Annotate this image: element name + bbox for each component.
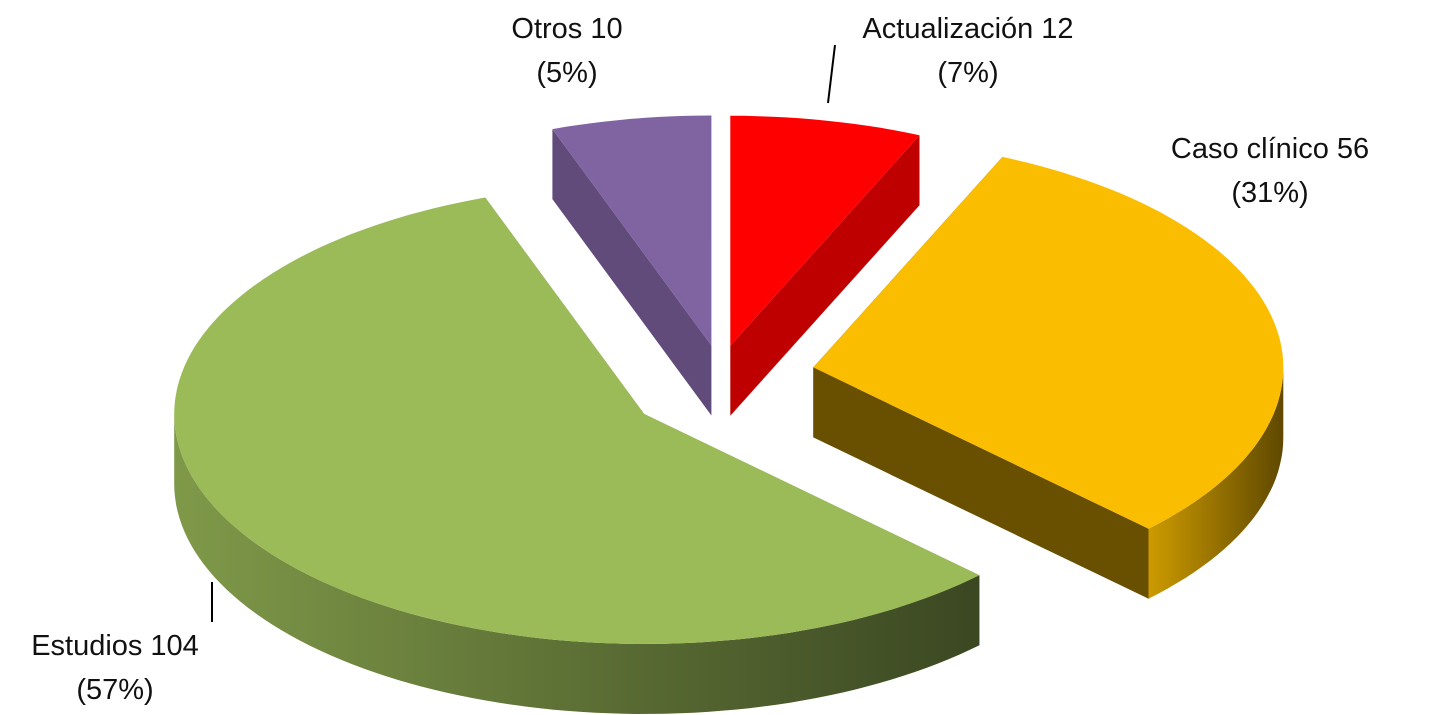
- data-label: Caso clínico 56: [1171, 133, 1369, 165]
- label-category: Caso clínico: [1171, 133, 1329, 165]
- label-percentage: (7%): [937, 57, 998, 89]
- slice: [730, 115, 920, 346]
- label-percentage: (57%): [76, 674, 153, 706]
- slice-side-face: [813, 367, 1149, 599]
- label-category: Otros: [511, 13, 582, 45]
- slice-wall: [1148, 367, 1284, 599]
- data-label: Actualización 12: [862, 13, 1073, 45]
- slice: [552, 115, 712, 346]
- leader-line: [827, 44, 836, 104]
- slice-wall: [174, 414, 980, 714]
- slice-side-face: [552, 129, 712, 416]
- slice-side-face: [730, 135, 920, 416]
- label-category: Actualización: [862, 13, 1033, 45]
- data-label: Otros 10: [511, 13, 622, 45]
- label-value: 10: [590, 13, 622, 45]
- label-value: 104: [150, 630, 198, 662]
- label-value: 12: [1041, 13, 1073, 45]
- slice: [813, 156, 1284, 529]
- label-value: 56: [1337, 133, 1369, 165]
- label-percentage: (31%): [1231, 177, 1308, 209]
- data-label: Estudios 104: [31, 630, 199, 662]
- slice: [174, 197, 980, 644]
- label-percentage: (5%): [536, 57, 597, 89]
- label-category: Estudios: [31, 630, 142, 662]
